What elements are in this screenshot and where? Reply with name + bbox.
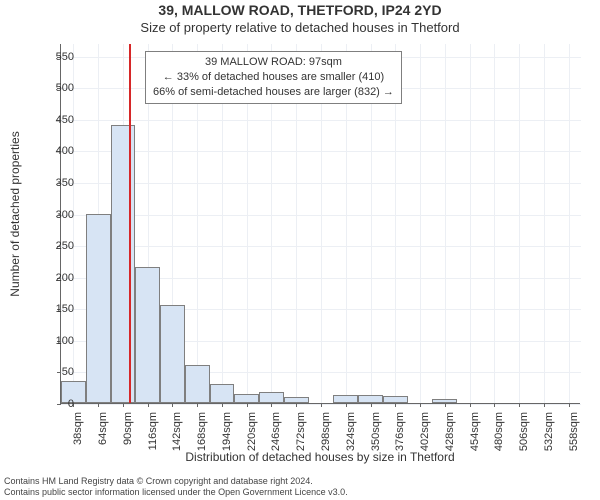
x-tick-mark (247, 403, 248, 407)
x-tick-mark (172, 403, 173, 407)
x-tick-mark (494, 403, 495, 407)
x-tick-mark (519, 403, 520, 407)
gridline-vertical (420, 44, 421, 404)
x-tick-mark (148, 403, 149, 407)
histogram-bar (135, 267, 160, 403)
y-axis-label: Number of detached properties (8, 34, 22, 394)
x-tick-label: 454sqm (469, 412, 481, 462)
y-tick-label: 300 (56, 209, 74, 221)
histogram-bar (185, 365, 210, 403)
x-tick-label: 402sqm (419, 412, 431, 462)
x-tick-mark (98, 403, 99, 407)
y-tick-label: 450 (56, 114, 74, 126)
x-tick-label: 194sqm (221, 412, 233, 462)
chart-subtitle: Size of property relative to detached ho… (0, 20, 600, 35)
x-tick-mark (271, 403, 272, 407)
x-tick-mark (420, 403, 421, 407)
property-info-box: 39 MALLOW ROAD: 97sqm← 33% of detached h… (145, 51, 402, 104)
x-tick-label: 168sqm (196, 412, 208, 462)
x-tick-label: 350sqm (370, 412, 382, 462)
footer-line1: Contains HM Land Registry data © Crown c… (4, 476, 313, 486)
y-tick-mark (57, 404, 61, 405)
x-tick-label: 506sqm (518, 412, 530, 462)
x-tick-label: 324sqm (345, 412, 357, 462)
plot-area: 39 MALLOW ROAD: 97sqm← 33% of detached h… (60, 44, 580, 404)
gridline-vertical (73, 44, 74, 404)
info-line-smaller: ← 33% of detached houses are smaller (41… (153, 70, 394, 85)
x-tick-label: 428sqm (444, 412, 456, 462)
y-tick-label: 550 (56, 51, 74, 63)
x-tick-label: 558sqm (568, 412, 580, 462)
gridline-vertical (470, 44, 471, 404)
property-marker-line (129, 44, 131, 403)
info-line-size: 39 MALLOW ROAD: 97sqm (153, 55, 394, 70)
y-tick-label: 150 (56, 303, 74, 315)
x-tick-label: 532sqm (543, 412, 555, 462)
x-tick-label: 272sqm (295, 412, 307, 462)
y-tick-label: 400 (56, 145, 74, 157)
x-tick-mark (321, 403, 322, 407)
histogram-bar (259, 392, 284, 403)
histogram-bar (160, 305, 185, 403)
x-tick-label: 116sqm (147, 412, 159, 462)
x-tick-label: 246sqm (270, 412, 282, 462)
footer-attribution: Contains HM Land Registry data © Crown c… (4, 476, 596, 499)
x-tick-label: 142sqm (171, 412, 183, 462)
histogram-bar (111, 125, 136, 403)
gridline-vertical (494, 44, 495, 404)
x-tick-mark (395, 403, 396, 407)
x-tick-mark (445, 403, 446, 407)
x-tick-mark (544, 403, 545, 407)
y-tick-label: 500 (56, 82, 74, 94)
y-tick-label: 50 (62, 366, 74, 378)
chart-title: 39, MALLOW ROAD, THETFORD, IP24 2YD (0, 2, 600, 18)
y-tick-label: 0 (68, 398, 74, 410)
x-tick-label: 298sqm (320, 412, 332, 462)
gridline-vertical (544, 44, 545, 404)
x-tick-mark (197, 403, 198, 407)
x-tick-label: 220sqm (246, 412, 258, 462)
chart-container: 39, MALLOW ROAD, THETFORD, IP24 2YD Size… (0, 0, 600, 500)
x-tick-mark (222, 403, 223, 407)
x-tick-mark (569, 403, 570, 407)
y-tick-mark (57, 372, 61, 373)
histogram-bar (358, 395, 383, 403)
y-tick-label: 100 (56, 335, 74, 347)
info-line-larger: 66% of semi-detached houses are larger (… (153, 85, 394, 100)
x-tick-label: 64sqm (97, 412, 109, 462)
histogram-bar (333, 395, 358, 403)
x-tick-label: 38sqm (72, 412, 84, 462)
x-tick-label: 480sqm (493, 412, 505, 462)
x-tick-mark (371, 403, 372, 407)
x-tick-mark (123, 403, 124, 407)
gridline-vertical (519, 44, 520, 404)
x-tick-label: 376sqm (394, 412, 406, 462)
y-tick-label: 200 (56, 272, 74, 284)
y-tick-label: 350 (56, 177, 74, 189)
x-tick-mark (296, 403, 297, 407)
histogram-bar (86, 214, 111, 403)
gridline-vertical (569, 44, 570, 404)
x-tick-mark (470, 403, 471, 407)
footer-line2: Contains public sector information licen… (4, 487, 348, 497)
histogram-bar (210, 384, 235, 403)
y-tick-label: 250 (56, 240, 74, 252)
histogram-bar (284, 397, 309, 403)
histogram-bar (432, 399, 457, 403)
x-tick-label: 90sqm (122, 412, 134, 462)
histogram-bar (383, 396, 408, 403)
histogram-bar (234, 394, 259, 403)
x-tick-mark (346, 403, 347, 407)
gridline-vertical (445, 44, 446, 404)
